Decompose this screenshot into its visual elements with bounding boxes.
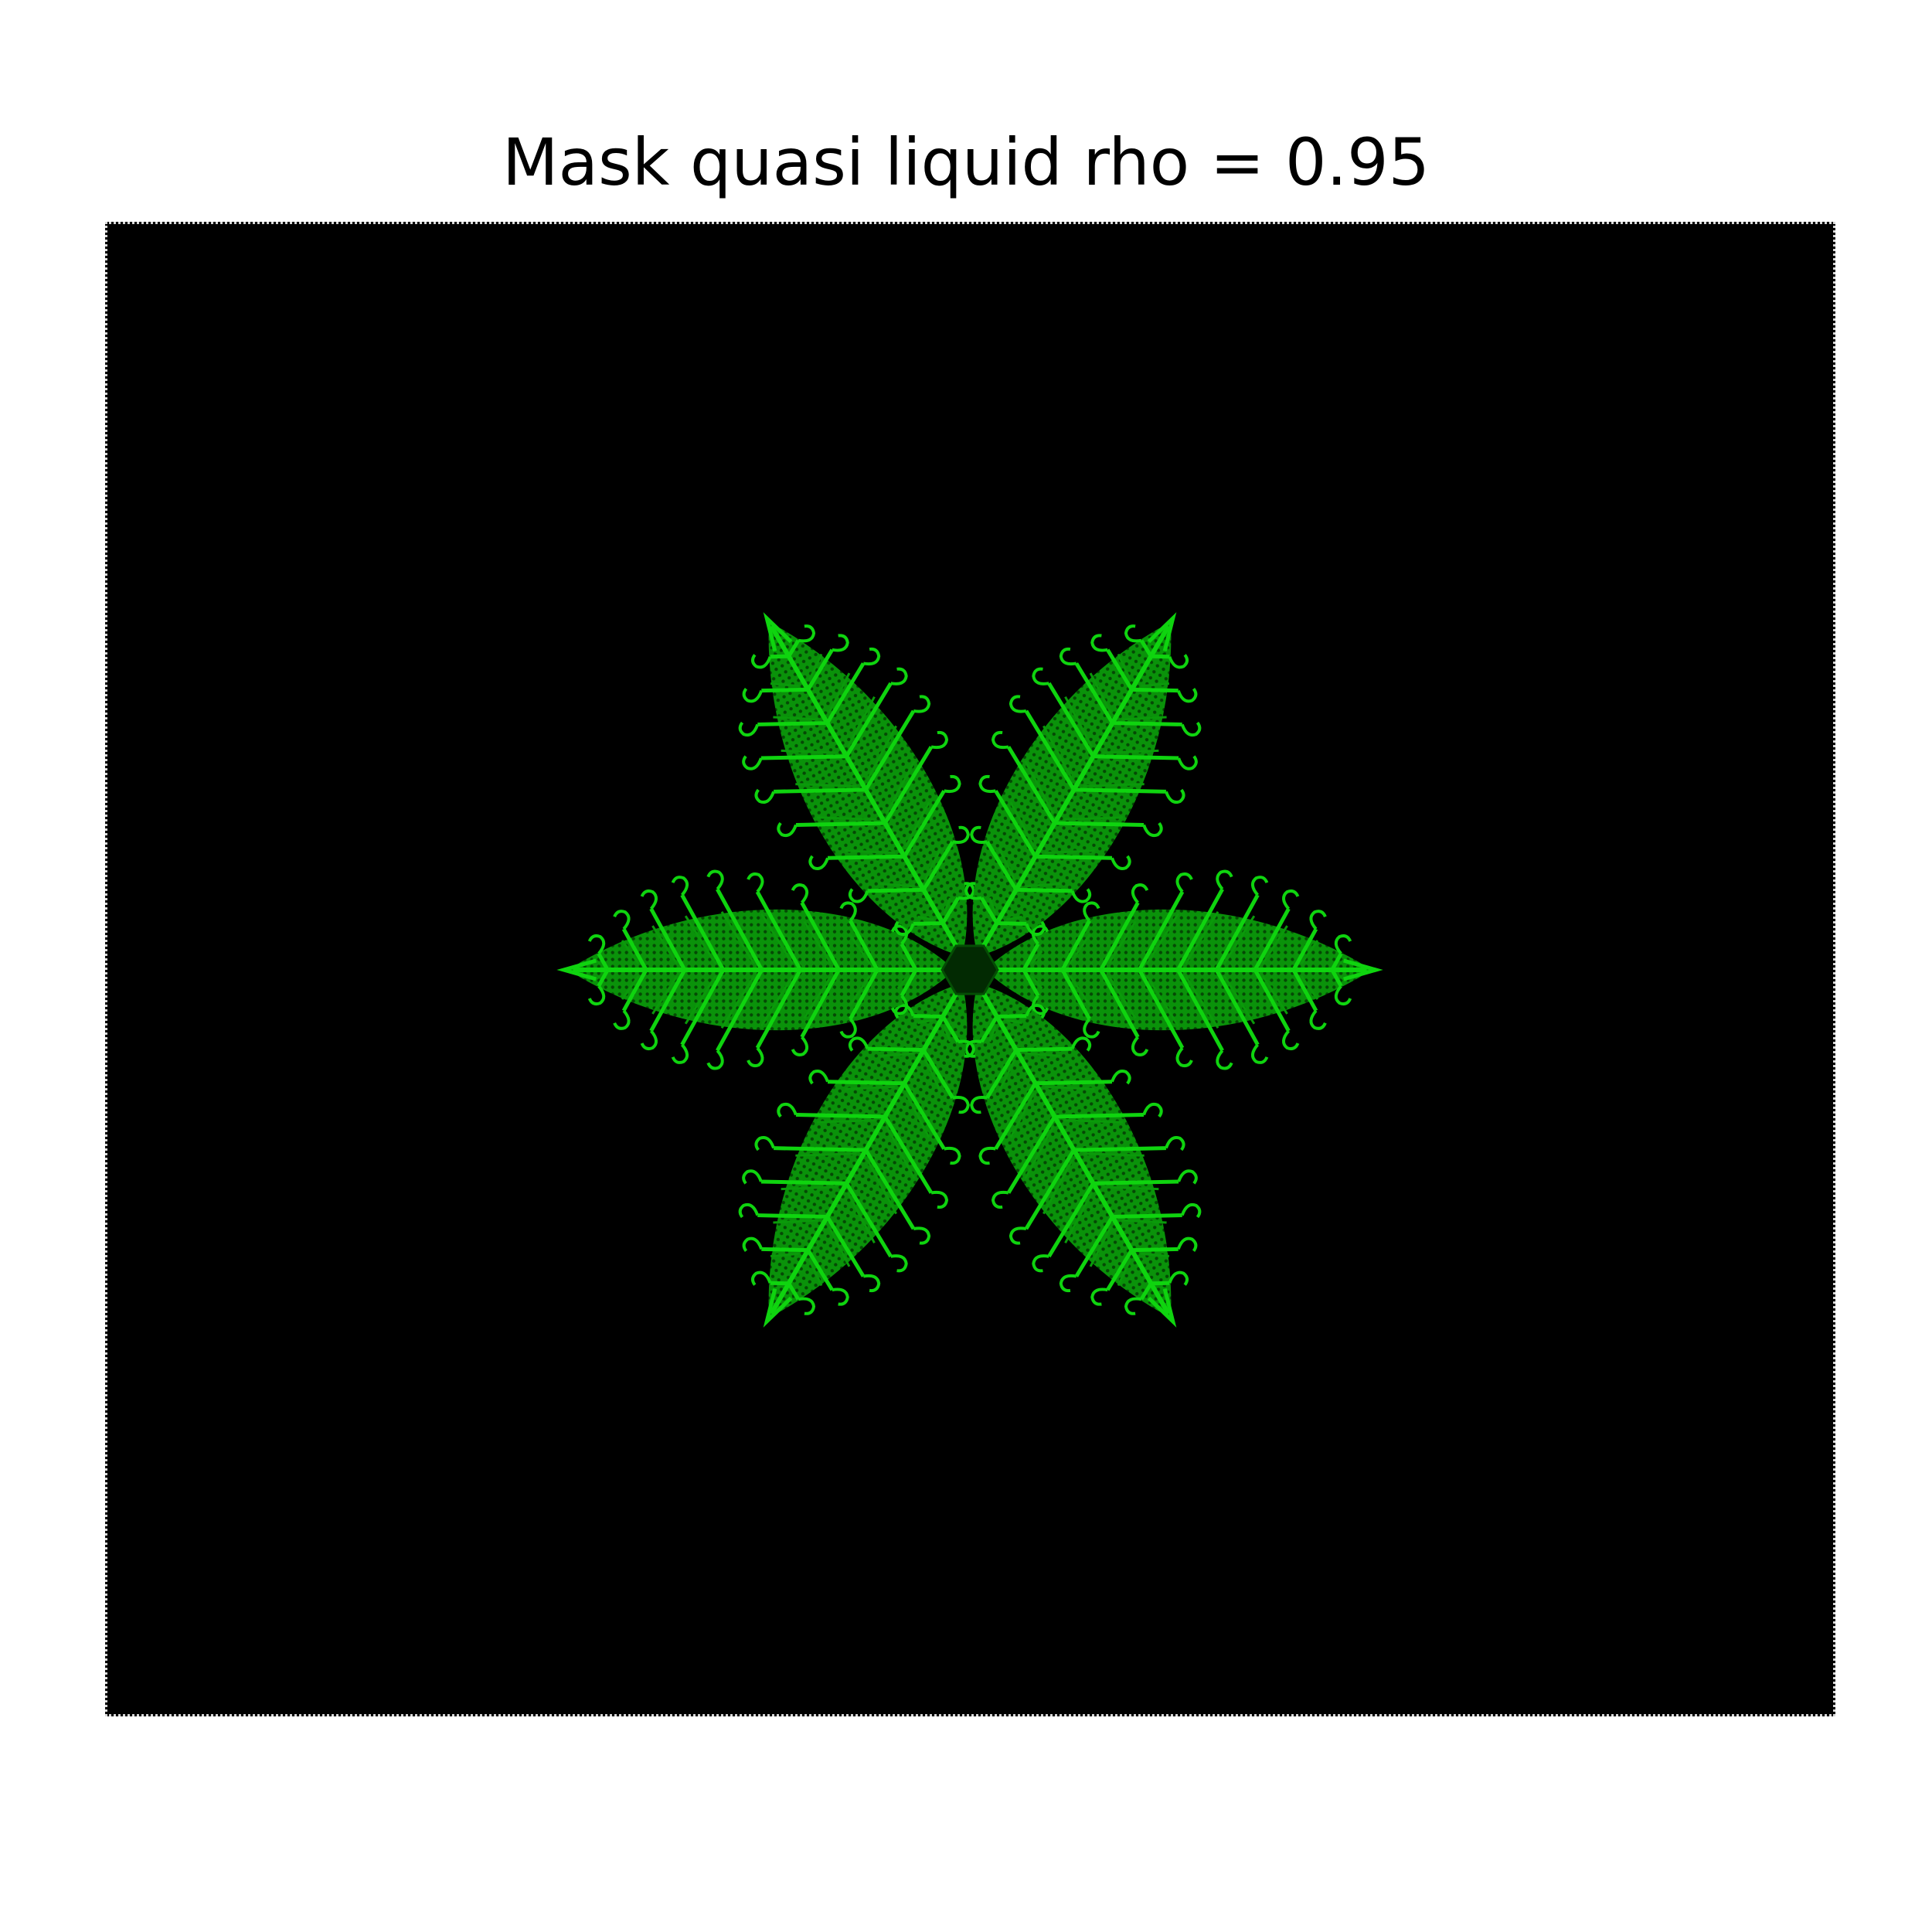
snowflake-arm [738,983,975,1328]
image-panel [105,222,1835,1716]
snowflake-crystal [556,612,1383,1328]
snowflake-arm [985,869,1383,1070]
snowflake-arm [964,983,1202,1328]
snowflake-arm [738,612,975,957]
snowflake-image [556,612,1383,1328]
snowflake-core [940,944,999,995]
snowflake-arm [964,612,1202,957]
snowflake-arm [556,869,955,1070]
figure-title: Mask quasi liquid rho = 0.95 [502,124,1430,200]
